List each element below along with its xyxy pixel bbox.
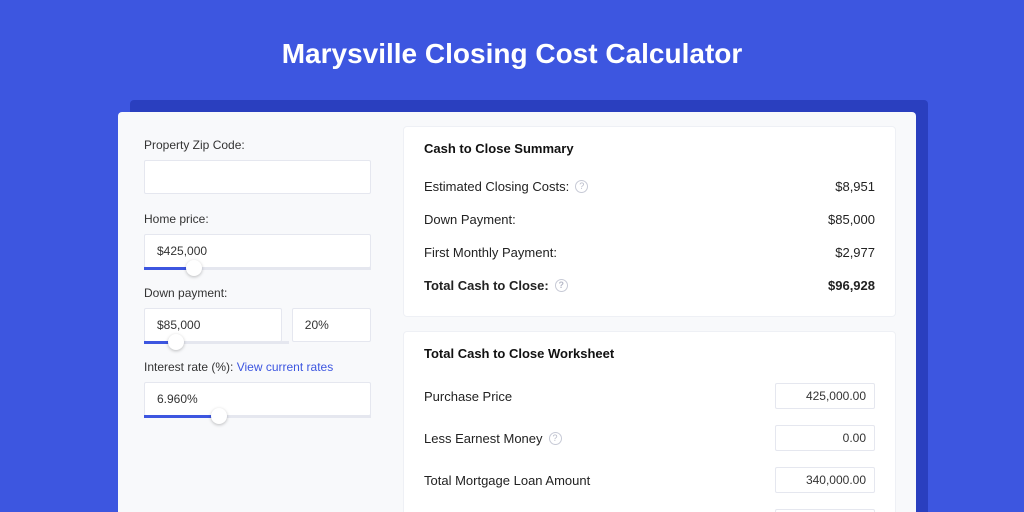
help-icon[interactable]: ?: [549, 432, 562, 445]
slider-thumb[interactable]: [168, 334, 184, 350]
form-panel: Property Zip Code: Home price: Down paym…: [118, 112, 393, 512]
worksheet-row-input[interactable]: [775, 383, 875, 409]
worksheet-heading: Total Cash to Close Worksheet: [424, 346, 875, 361]
down-payment-field-group: Down payment:: [144, 286, 371, 342]
down-payment-input[interactable]: [144, 308, 282, 342]
help-icon[interactable]: ?: [555, 279, 568, 292]
summary-row-label: First Monthly Payment:: [424, 245, 557, 260]
worksheet-row-input[interactable]: [775, 467, 875, 493]
slider-thumb[interactable]: [211, 408, 227, 424]
worksheet-row-label: Total Mortgage Loan Amount: [424, 473, 590, 488]
summary-row-label: Estimated Closing Costs:: [424, 179, 569, 194]
zip-label: Property Zip Code:: [144, 138, 371, 152]
interest-input[interactable]: [144, 382, 371, 416]
worksheet-row: Total Second Mortgage Amount?: [424, 501, 875, 512]
home-price-label: Home price:: [144, 212, 371, 226]
results-panel: Cash to Close Summary Estimated Closing …: [393, 112, 916, 512]
summary-row: First Monthly Payment: $2,977: [424, 236, 875, 269]
down-payment-label: Down payment:: [144, 286, 371, 300]
zip-field-group: Property Zip Code:: [144, 138, 371, 194]
summary-row-value: $2,977: [835, 245, 875, 260]
worksheet-panel: Total Cash to Close Worksheet Purchase P…: [403, 331, 896, 512]
summary-row: Estimated Closing Costs:? $8,951: [424, 170, 875, 203]
calculator-card: Property Zip Code: Home price: Down paym…: [118, 112, 916, 512]
slider-fill: [144, 415, 219, 418]
summary-row-value: $8,951: [835, 179, 875, 194]
summary-row: Down Payment: $85,000: [424, 203, 875, 236]
summary-row: Total Cash to Close:? $96,928: [424, 269, 875, 302]
interest-label-text: Interest rate (%):: [144, 360, 233, 374]
worksheet-row-label: Less Earnest Money: [424, 431, 543, 446]
summary-row-label: Down Payment:: [424, 212, 516, 227]
page-title: Marysville Closing Cost Calculator: [0, 0, 1024, 70]
down-payment-pct-input[interactable]: [292, 308, 371, 342]
worksheet-row: Total Mortgage Loan Amount: [424, 459, 875, 501]
view-rates-link[interactable]: View current rates: [237, 360, 334, 374]
worksheet-row-input[interactable]: [775, 425, 875, 451]
summary-row-value: $85,000: [828, 212, 875, 227]
summary-panel: Cash to Close Summary Estimated Closing …: [403, 126, 896, 317]
worksheet-row: Purchase Price: [424, 375, 875, 417]
interest-field-group: Interest rate (%): View current rates: [144, 360, 371, 416]
summary-row-label: Total Cash to Close:: [424, 278, 549, 293]
help-icon[interactable]: ?: [575, 180, 588, 193]
worksheet-row: Less Earnest Money?: [424, 417, 875, 459]
home-price-input[interactable]: [144, 234, 371, 268]
summary-row-value: $96,928: [828, 278, 875, 293]
summary-heading: Cash to Close Summary: [424, 141, 875, 156]
worksheet-row-label: Purchase Price: [424, 389, 512, 404]
slider-thumb[interactable]: [186, 260, 202, 276]
home-price-field-group: Home price:: [144, 212, 371, 268]
interest-label: Interest rate (%): View current rates: [144, 360, 371, 374]
zip-input[interactable]: [144, 160, 371, 194]
